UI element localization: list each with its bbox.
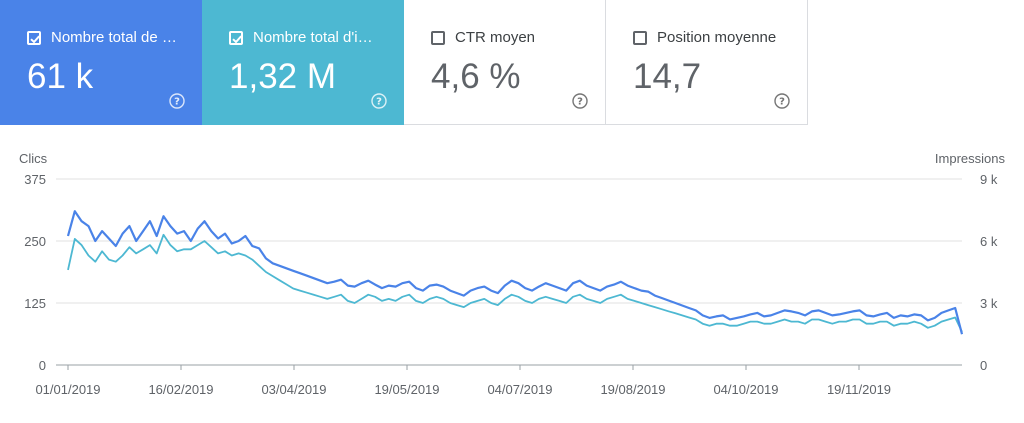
right-axis-ticks: 9 k 6 k 3 k 0 — [980, 172, 998, 373]
left-tick-label: 375 — [24, 172, 46, 187]
checkbox-clicks[interactable] — [27, 31, 41, 45]
checkbox-impressions[interactable] — [229, 31, 243, 45]
left-tick-label: 0 — [39, 358, 46, 373]
metric-value-ctr: 4,6 % — [431, 57, 521, 96]
help-icon[interactable]: ? — [572, 93, 588, 109]
svg-text:?: ? — [376, 97, 382, 108]
metric-card-clicks[interactable]: Nombre total de … 61 k ? — [0, 0, 202, 125]
x-tick-label: 19/11/2019 — [827, 382, 891, 397]
left-tick-label: 125 — [24, 296, 46, 311]
metric-label-ctr: CTR moyen — [455, 29, 536, 46]
x-tick-label: 01/01/2019 — [35, 382, 100, 397]
right-axis-label: Impressions — [935, 151, 1006, 166]
right-tick-label: 6 k — [980, 234, 998, 249]
left-axis-ticks: 375 250 125 0 — [24, 172, 46, 373]
metric-value-clicks: 61 k — [27, 57, 94, 96]
x-tick-label: 03/04/2019 — [261, 382, 326, 397]
clicks-series-line — [66, 210, 964, 335]
right-tick-label: 9 k — [980, 172, 998, 187]
x-tick-label: 19/05/2019 — [374, 382, 439, 397]
metric-value-impressions: 1,32 M — [229, 57, 336, 96]
metric-card-ctr[interactable]: CTR moyen 4,6 % ? — [404, 0, 606, 125]
x-tick-label: 19/08/2019 — [600, 382, 665, 397]
metric-card-position[interactable]: Position moyenne 14,7 ? — [606, 0, 808, 125]
metric-value-position: 14,7 — [633, 57, 702, 96]
x-tick-label: 16/02/2019 — [148, 382, 213, 397]
help-icon[interactable]: ? — [774, 93, 790, 109]
metric-label-position: Position moyenne — [657, 29, 777, 46]
left-axis-label: Clics — [19, 151, 48, 166]
check-icon — [232, 35, 242, 44]
right-tick-label: 3 k — [980, 296, 998, 311]
metric-card-impressions[interactable]: Nombre total d'i… 1,32 M ? — [202, 0, 404, 125]
metric-label-clicks: Nombre total de … — [51, 29, 177, 46]
help-icon[interactable]: ? — [371, 93, 387, 109]
svg-text:?: ? — [779, 97, 785, 108]
help-icon[interactable]: ? — [169, 93, 185, 109]
checkbox-ctr[interactable] — [431, 31, 445, 45]
metric-label-impressions: Nombre total d'i… — [253, 29, 373, 46]
left-tick-label: 250 — [24, 234, 46, 249]
chart-grid — [56, 178, 962, 366]
impressions-series-line — [67, 233, 963, 333]
svg-text:?: ? — [174, 97, 180, 108]
metric-cards: Nombre total de … 61 k ? Nombre total d'… — [0, 0, 808, 125]
checkbox-position[interactable] — [633, 31, 647, 45]
chart-lines — [66, 210, 964, 335]
check-icon — [30, 35, 40, 44]
x-tick-label: 04/07/2019 — [487, 382, 552, 397]
x-tick-label: 04/10/2019 — [713, 382, 778, 397]
svg-text:?: ? — [577, 97, 583, 108]
right-tick-label: 0 — [980, 358, 987, 373]
x-axis-ticks: 01/01/2019 16/02/2019 03/04/2019 19/05/2019… — [35, 365, 891, 397]
